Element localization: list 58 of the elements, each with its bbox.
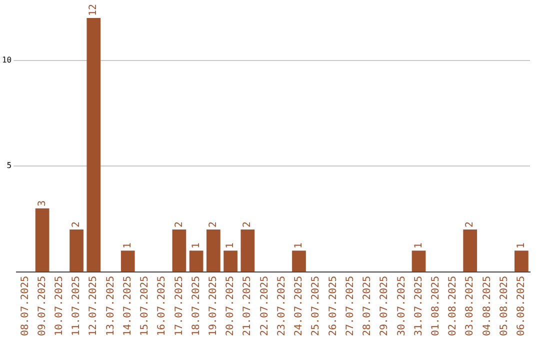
bar [240, 229, 255, 272]
bar [172, 229, 186, 272]
x-tick-label: 18.07.2025 [190, 276, 202, 336]
x-tick-label: 12.07.2025 [88, 276, 100, 336]
x-tick-label: 21.07.2025 [242, 276, 254, 336]
x-tick-label: 14.07.2025 [122, 276, 134, 336]
bar [224, 250, 238, 272]
x-tick-label: 13.07.2025 [105, 276, 116, 336]
x-tick-label: 15.07.2025 [140, 276, 151, 336]
x-tick-label: 29.07.2025 [379, 276, 390, 336]
bar [189, 250, 204, 272]
bar [35, 208, 50, 272]
x-tick-label: 03.08.2025 [464, 276, 476, 336]
x-tick-label: 24.07.2025 [294, 276, 305, 336]
x-tick-label: 05.08.2025 [498, 276, 510, 336]
data-label: 1 [190, 242, 202, 249]
bar [206, 229, 220, 272]
y-tick-label: 5 [6, 161, 12, 170]
data-label: 1 [413, 242, 424, 249]
x-tick-label: 22.07.2025 [259, 276, 270, 336]
data-label: 1 [516, 242, 528, 249]
y-tick-label: 10 [2, 55, 12, 64]
x-tick-label: 11.07.2025 [71, 276, 82, 336]
bar [412, 250, 426, 272]
data-label: 12 [88, 4, 100, 16]
data-label: 1 [122, 242, 134, 249]
x-tick-label: 30.07.2025 [396, 276, 408, 336]
bar [86, 18, 101, 272]
x-tick-label: 27.07.2025 [344, 276, 356, 336]
data-label: 3 [36, 200, 48, 206]
x-tick-label: 04.08.2025 [482, 276, 493, 336]
x-tick-label: 01.08.2025 [430, 276, 442, 336]
bar [70, 229, 84, 272]
bar [120, 250, 135, 272]
data-label: 1 [225, 242, 236, 249]
x-tick-label: 25.07.2025 [310, 276, 322, 336]
x-tick-label: 08.07.2025 [20, 276, 31, 336]
x-tick-label: 23.07.2025 [276, 276, 288, 336]
x-tick-label: 06.08.2025 [516, 276, 528, 336]
x-tick-label: 10.07.2025 [54, 276, 66, 336]
data-label: 2 [464, 221, 476, 228]
data-label: 1 [294, 242, 305, 249]
x-tick-label: 16.07.2025 [156, 276, 168, 336]
data-label: 2 [174, 221, 185, 228]
data-label: 2 [71, 221, 82, 228]
x-tick-label: 19.07.2025 [208, 276, 220, 336]
x-tick-label: 28.07.2025 [362, 276, 374, 336]
x-tick-label: 09.07.2025 [36, 276, 48, 336]
bar [463, 229, 478, 272]
x-tick-label: 17.07.2025 [174, 276, 185, 336]
x-tick-label: 26.07.2025 [328, 276, 339, 336]
data-label: 2 [208, 221, 220, 228]
bar [292, 250, 306, 272]
x-tick-label: 31.07.2025 [413, 276, 424, 336]
x-tick-label: 02.08.2025 [448, 276, 459, 336]
data-label: 2 [242, 221, 254, 228]
bar [514, 250, 528, 272]
x-tick-label: 20.07.2025 [225, 276, 236, 336]
